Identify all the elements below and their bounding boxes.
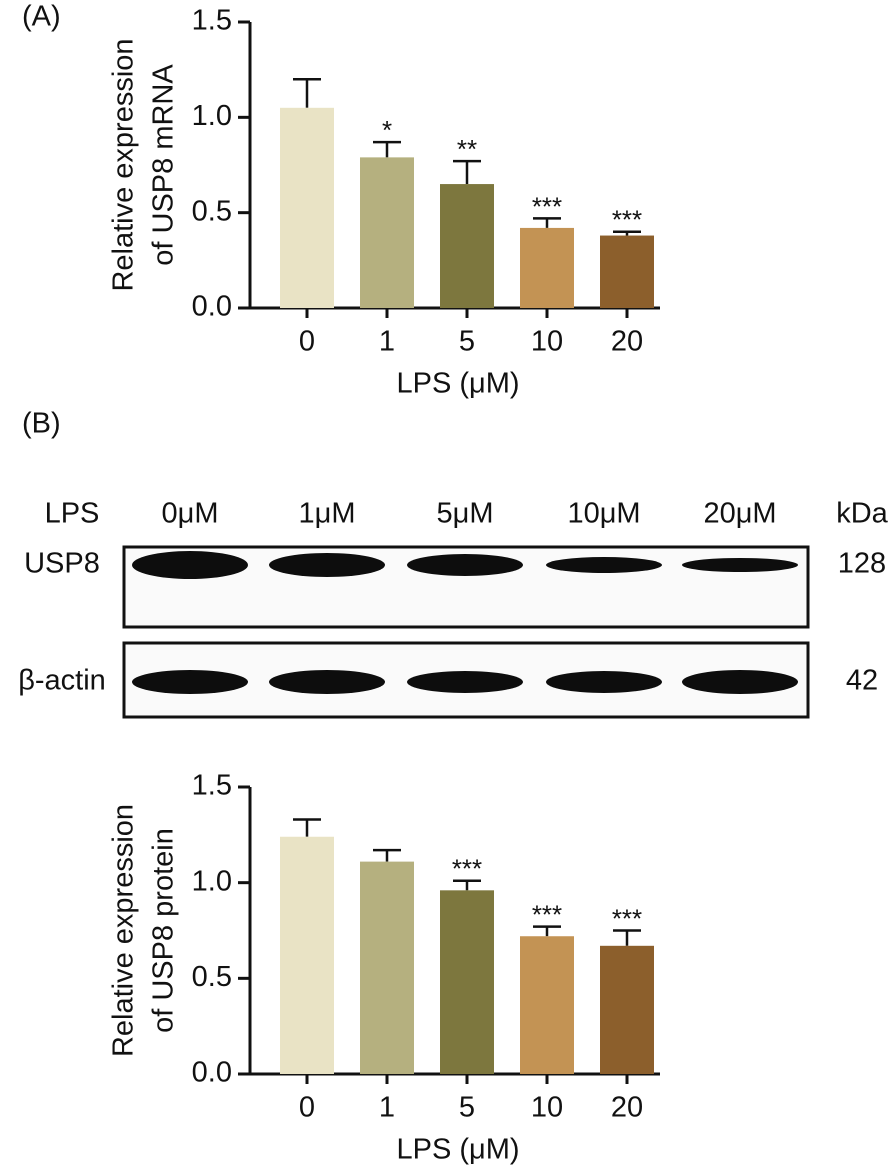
bar bbox=[360, 157, 414, 308]
blot-band bbox=[132, 551, 248, 579]
x-tick-label: 1 bbox=[379, 1092, 395, 1124]
panel-label: (A) bbox=[22, 1, 61, 33]
y-tick-label: 1.5 bbox=[192, 5, 232, 37]
bar bbox=[520, 936, 574, 1074]
blot-band bbox=[407, 554, 523, 576]
bar bbox=[600, 235, 654, 308]
bar bbox=[520, 227, 574, 308]
significance: *** bbox=[612, 903, 642, 933]
panel-label: (B) bbox=[22, 408, 61, 440]
significance: *** bbox=[452, 854, 482, 884]
kda-label: 128 bbox=[838, 548, 886, 580]
blot-unit: kDa bbox=[836, 498, 888, 530]
y-axis-label: of USP8 protein bbox=[148, 828, 180, 1033]
y-axis-label: Relative expression bbox=[108, 804, 140, 1057]
y-tick-label: 1.5 bbox=[192, 770, 232, 802]
x-tick-label: 5 bbox=[459, 1092, 475, 1124]
row-label: USP8 bbox=[24, 548, 100, 580]
y-axis-label: of USP8 mRNA bbox=[148, 64, 180, 266]
row-label: β-actin bbox=[18, 665, 106, 697]
blot-band bbox=[269, 553, 385, 577]
lane-label: 10μM bbox=[567, 498, 640, 530]
lane-label: 5μM bbox=[437, 498, 494, 530]
bar bbox=[360, 861, 414, 1074]
x-tick-label: 5 bbox=[459, 326, 475, 358]
x-tick-label: 0 bbox=[299, 1092, 315, 1124]
lane-label: 1μM bbox=[299, 498, 356, 530]
y-tick-label: 0.5 bbox=[192, 961, 232, 993]
x-tick-label: 20 bbox=[611, 326, 643, 358]
x-tick-label: 20 bbox=[611, 1092, 643, 1124]
blot-band bbox=[546, 557, 662, 573]
x-tick-label: 1 bbox=[379, 326, 395, 358]
x-tick-label: 10 bbox=[531, 1092, 563, 1124]
y-tick-label: 0.0 bbox=[192, 291, 232, 323]
lane-label: 0μM bbox=[162, 498, 219, 530]
blot-band bbox=[269, 670, 385, 694]
y-tick-label: 1.0 bbox=[192, 100, 232, 132]
x-tick-label: 10 bbox=[531, 326, 563, 358]
y-tick-label: 0.5 bbox=[192, 195, 232, 227]
y-tick-label: 1.0 bbox=[192, 865, 232, 897]
significance: *** bbox=[532, 900, 562, 930]
blot-band bbox=[546, 671, 662, 693]
bar bbox=[600, 945, 654, 1074]
lane-label: 20μM bbox=[703, 498, 776, 530]
blot-band bbox=[407, 671, 523, 693]
blot-band bbox=[682, 558, 798, 572]
bar bbox=[280, 836, 334, 1074]
blot-band bbox=[682, 670, 798, 694]
y-tick-label: 0.0 bbox=[192, 1057, 232, 1089]
significance: *** bbox=[612, 205, 642, 235]
significance: *** bbox=[532, 191, 562, 221]
blot-band bbox=[132, 670, 248, 694]
significance: * bbox=[382, 115, 392, 145]
x-tick-label: 0 bbox=[299, 326, 315, 358]
x-axis-label: LPS (μM) bbox=[396, 368, 519, 400]
bar bbox=[280, 107, 334, 308]
bar bbox=[440, 184, 494, 308]
x-axis-label: LPS (μM) bbox=[396, 1134, 519, 1166]
bar bbox=[440, 890, 494, 1074]
y-axis-label: Relative expression bbox=[108, 38, 140, 291]
kda-label: 42 bbox=[846, 665, 878, 697]
significance: ** bbox=[457, 134, 477, 164]
blot-header: LPS bbox=[45, 498, 100, 530]
